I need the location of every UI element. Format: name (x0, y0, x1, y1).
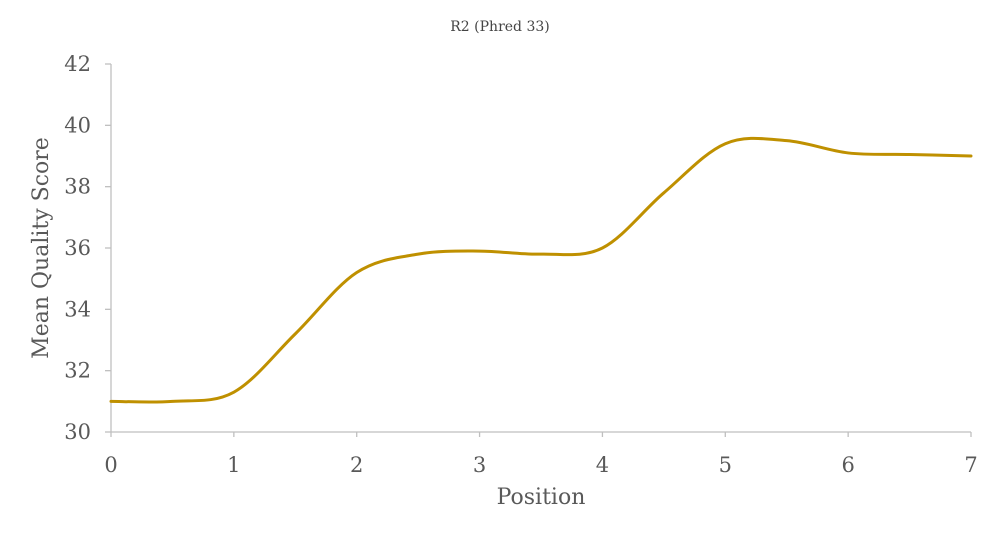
y-tick-label: 34 (64, 297, 91, 321)
x-tick-label: 6 (841, 453, 854, 477)
chart-title: R2 (Phred 33) (450, 19, 549, 35)
x-tick-label: 2 (350, 453, 363, 477)
y-axis-label: Mean Quality Score (29, 137, 54, 359)
x-axis: 0 1 2 3 4 5 6 7 (104, 431, 978, 477)
x-tick-label: 3 (473, 453, 486, 477)
y-tick-label: 40 (64, 113, 91, 137)
y-tick-label: 32 (64, 359, 91, 383)
x-tick-label: 5 (719, 453, 732, 477)
y-axis: 30 32 34 36 38 40 42 (64, 52, 112, 444)
x-tick-label: 1 (227, 453, 240, 477)
series-group (109, 136, 973, 404)
y-tick-label: 36 (64, 236, 91, 260)
x-tick-label: 7 (964, 453, 977, 477)
y-tick-label: 42 (64, 52, 91, 76)
x-axis-label: Position (497, 485, 586, 510)
y-tick-label: 30 (64, 420, 91, 444)
y-tick-label: 38 (64, 175, 91, 199)
x-tick-label: 0 (104, 453, 117, 477)
series-line (109, 136, 973, 404)
x-tick-label: 4 (596, 453, 609, 477)
